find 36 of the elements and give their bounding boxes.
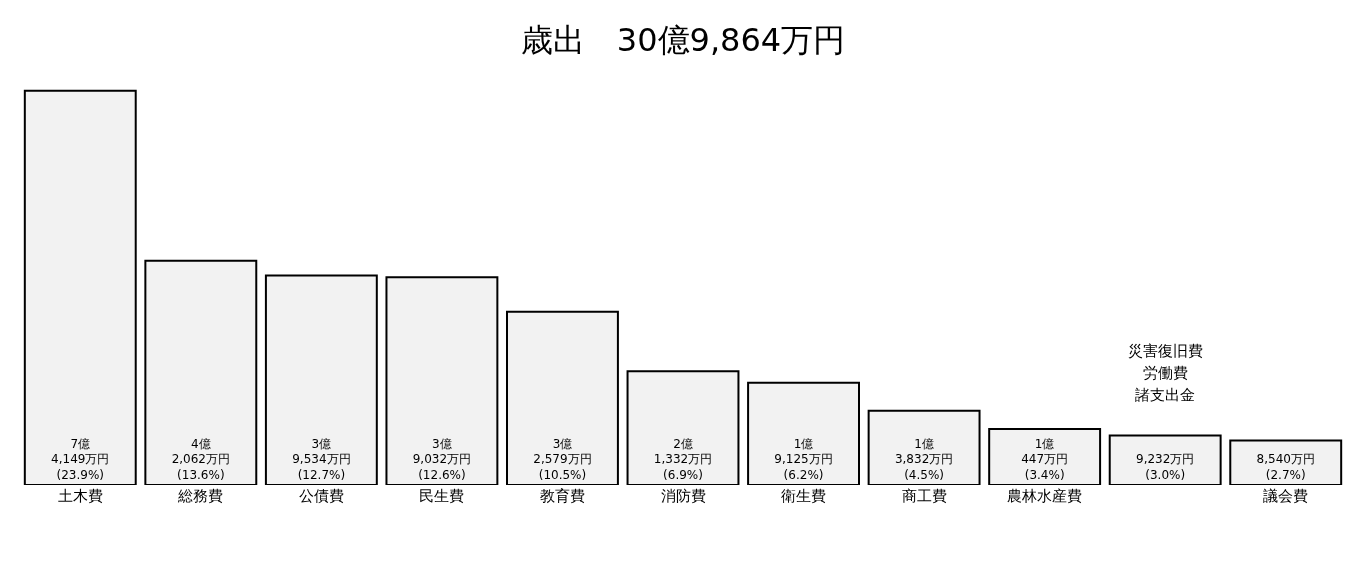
bar bbox=[264, 274, 378, 485]
data-label: 9,232万円 (3.0%) bbox=[1136, 452, 1195, 482]
annotation: 労働費 bbox=[1143, 364, 1188, 382]
bar bbox=[23, 89, 137, 485]
annotation: 諸支出金 bbox=[1135, 386, 1195, 404]
bar bbox=[506, 310, 619, 485]
x-tick-label: 公債費 bbox=[298, 487, 344, 505]
data-label: 7億 4,149万円 (23.9%) bbox=[51, 436, 110, 482]
bar bbox=[626, 370, 740, 485]
data-label: 3億 9,534万円 (12.7%) bbox=[292, 436, 351, 482]
annotation: 災害復旧費 bbox=[1128, 342, 1203, 360]
x-tick-label: 教育費 bbox=[539, 487, 585, 505]
data-label: 1億 3,832万円 (4.5%) bbox=[894, 436, 954, 482]
x-tick-label: 衛生費 bbox=[781, 487, 827, 505]
x-tick-label: 議会費 bbox=[1263, 487, 1309, 505]
x-tick-label: 消防費 bbox=[660, 487, 706, 505]
bar bbox=[385, 276, 499, 485]
bar bbox=[1229, 439, 1343, 485]
x-tick-label: 民生費 bbox=[419, 487, 465, 505]
data-label: 1億 9,125万円 (6.2%) bbox=[774, 436, 833, 482]
bar bbox=[1108, 434, 1222, 485]
x-tick-label: 総務費 bbox=[177, 487, 224, 505]
x-tick-label: 農林水産費 bbox=[1007, 487, 1083, 505]
x-tick-label: 商工費 bbox=[901, 487, 947, 505]
bar bbox=[988, 427, 1102, 485]
x-tick-label: 土木費 bbox=[57, 487, 103, 505]
data-label: 1億 447万円 (3.4%) bbox=[1021, 436, 1069, 482]
data-label: 2億 1,332万円 (6.9%) bbox=[653, 436, 713, 482]
bar bbox=[144, 259, 258, 485]
data-label: 4億 2,062万円 (13.6%) bbox=[171, 436, 230, 482]
bar bbox=[867, 409, 981, 485]
data-label: 3億 2,579万円 (10.5%) bbox=[533, 436, 592, 482]
data-label: 3億 9,032万円 (12.6%) bbox=[412, 436, 472, 482]
chart-title: 歳出 30億9,864万円 bbox=[520, 20, 846, 59]
bar bbox=[747, 381, 860, 485]
data-label: 8,540万円 (2.7%) bbox=[1256, 452, 1315, 482]
